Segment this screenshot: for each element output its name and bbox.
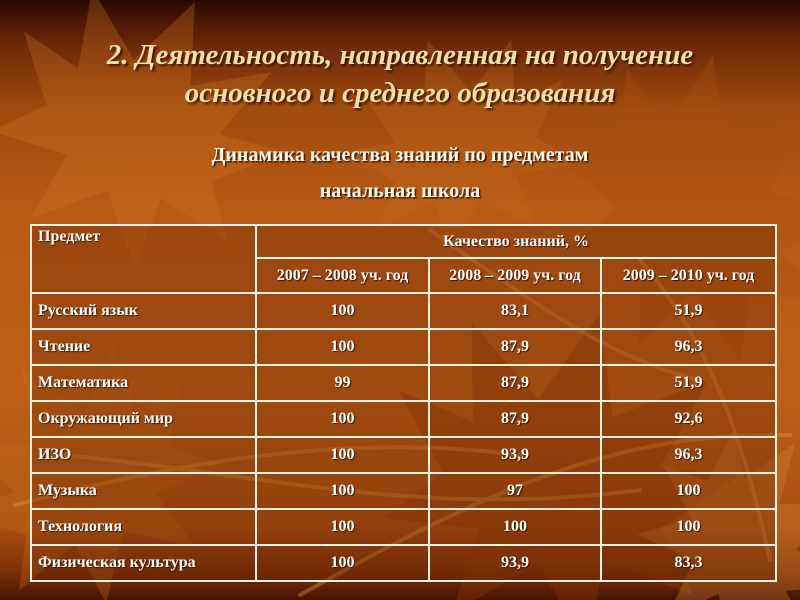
value-cell: 99 — [255, 364, 430, 402]
value-cell: 100 — [255, 292, 430, 330]
value-cell: 100 — [255, 436, 430, 474]
value-cell: 100 — [255, 400, 430, 438]
value-cell: 93,9 — [428, 436, 602, 474]
value-cell: 92,6 — [599, 400, 778, 438]
value-cell: 96,3 — [599, 436, 778, 474]
subject-cell: Русский язык — [30, 292, 257, 330]
value-cell: 87,9 — [428, 364, 602, 402]
value-cell: 51,9 — [599, 292, 778, 330]
subject-cell: ИЗО — [30, 436, 257, 474]
value-cell: 100 — [255, 472, 430, 510]
slide-title: 2. Деятельность, направленная на получен… — [106, 39, 694, 110]
subject-cell: Музыка — [30, 472, 257, 510]
value-cell: 87,9 — [428, 400, 602, 438]
value-cell: 100 — [599, 508, 778, 546]
column-header-quality: Качество знаний, % — [254, 224, 778, 259]
subtitle-line-1: Динамика качества знаний по предметам — [211, 144, 589, 166]
table-row: ИЗО 100 93,9 96,3 — [30, 436, 778, 474]
slide-subtitle: Динамика качества знаний по предметам на… — [0, 144, 800, 203]
quality-table: Предмет Качество знаний, % 2007 – 2008 у… — [30, 224, 778, 582]
subject-cell: Окружающий мир — [30, 400, 257, 438]
table-row: Технология 100 100 100 — [30, 508, 778, 546]
table-row: Окружающий мир 100 87,9 92,6 — [30, 400, 778, 438]
value-cell: 83,3 — [599, 544, 778, 582]
value-cell: 100 — [599, 472, 778, 510]
table-row: Физическая культура 100 93,9 83,3 — [30, 544, 778, 582]
subject-cell: Физическая культура — [30, 544, 257, 582]
value-cell: 83,1 — [428, 292, 602, 330]
table-row: Русский язык 100 83,1 51,9 — [30, 292, 778, 330]
value-cell: 100 — [255, 508, 430, 546]
value-cell: 100 — [255, 544, 430, 582]
value-cell: 100 — [428, 508, 602, 546]
value-cell: 51,9 — [599, 364, 778, 402]
value-cell: 96,3 — [599, 328, 778, 366]
subtitle-line-2: начальная школа — [319, 180, 481, 202]
value-cell: 87,9 — [428, 328, 602, 366]
table-row: Музыка 100 97 100 — [30, 472, 778, 510]
value-cell: 93,9 — [428, 544, 602, 582]
column-header-year-2008-2009: 2008 – 2009 уч. год — [428, 257, 602, 294]
subject-cell: Математика — [30, 364, 257, 402]
subject-cell: Чтение — [30, 328, 257, 366]
column-header-year-2007-2008: 2007 – 2008 уч. год — [255, 257, 430, 294]
table-row: Чтение 100 87,9 96,3 — [30, 328, 778, 366]
value-cell: 97 — [428, 472, 602, 510]
table-row: Математика 99 87,9 51,9 — [30, 364, 778, 402]
column-header-subject: Предмет — [30, 224, 257, 294]
header-row-1: Предмет Качество знаний, % — [30, 224, 778, 294]
quality-table-container: Предмет Качество знаний, % 2007 – 2008 у… — [30, 224, 778, 582]
value-cell: 100 — [255, 328, 430, 366]
subject-cell: Технология — [30, 508, 257, 546]
column-header-year-2009-2010: 2009 – 2010 уч. год — [599, 257, 778, 294]
